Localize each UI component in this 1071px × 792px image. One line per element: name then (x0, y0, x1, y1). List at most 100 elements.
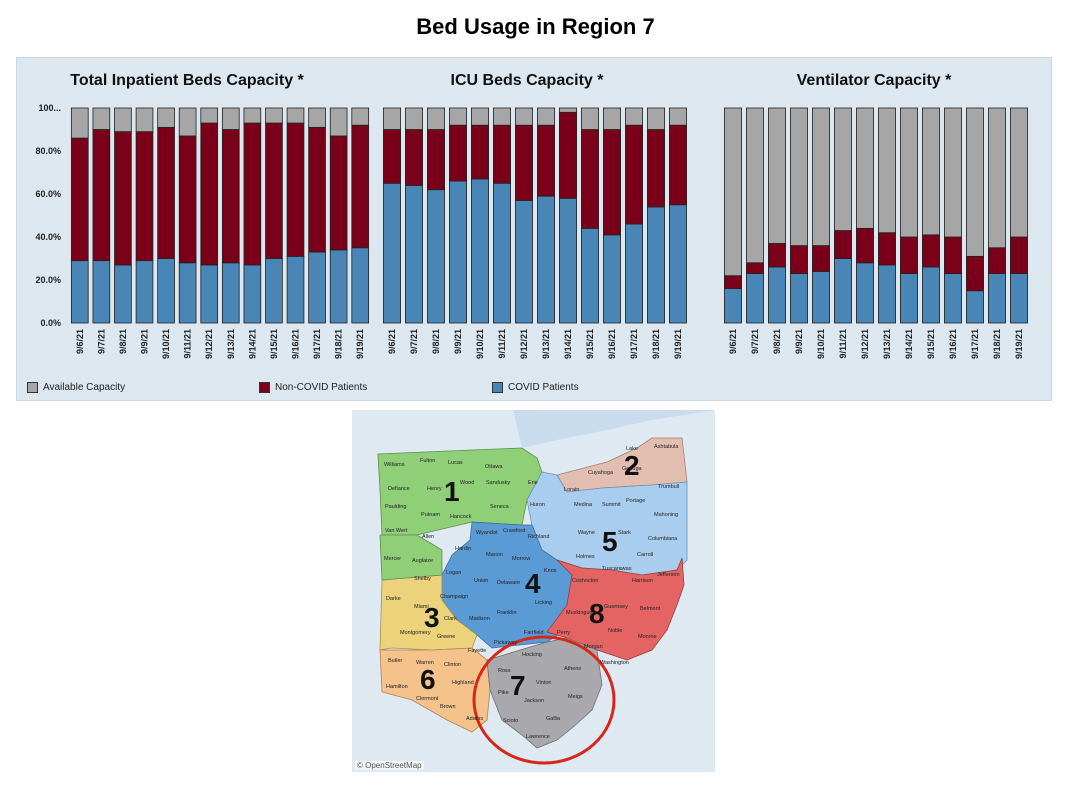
bar-segment (768, 107, 786, 244)
x-tick-label: 9/8/21 (772, 329, 782, 354)
bar-segment (200, 122, 219, 266)
bar-segment (790, 245, 808, 274)
region-7-area (486, 637, 603, 749)
bar-segment (537, 124, 555, 197)
region-number: 2 (624, 450, 640, 481)
legend-label-available: Available Capacity (43, 381, 126, 393)
x-tick-label: 9/17/21 (629, 329, 639, 359)
x-tick-label: 9/19/21 (355, 329, 365, 359)
x-tick-label: 9/18/21 (651, 329, 661, 359)
county-label: Coshocton (572, 578, 599, 584)
legend-non-covid: Non-COVID Patients (259, 380, 367, 394)
bar-segment (647, 107, 665, 130)
bar-segment (243, 107, 262, 124)
bar-segment (559, 111, 577, 199)
bar-segment (900, 273, 918, 324)
x-tick-label: 9/17/21 (312, 329, 322, 359)
bar-segment (351, 124, 370, 249)
county-label: Shelby (414, 576, 431, 582)
bar-segment (178, 262, 197, 324)
bar-segment (70, 107, 89, 139)
county-label: Summit (602, 502, 621, 508)
x-tick-label: 9/19/21 (1014, 329, 1024, 359)
bar-segment (383, 107, 401, 130)
bar-segment (515, 107, 533, 126)
bar-segment (157, 107, 175, 128)
bar-segment (135, 107, 154, 133)
bar-segment (724, 275, 742, 289)
county-label: Auglaize (412, 558, 434, 564)
legend-swatch-non-covid (259, 381, 270, 393)
x-tick-label: 9/10/21 (475, 329, 485, 359)
page-title: Bed Usage in Region 7 (416, 14, 655, 39)
bar-segment (581, 129, 599, 229)
county-label: Ashtabula (654, 444, 679, 450)
x-tick-label: 9/19/21 (673, 329, 683, 359)
bar-segment (988, 247, 1006, 274)
y-tick-label: 100... (38, 103, 61, 113)
county-label: Defiance (388, 486, 410, 492)
x-tick-label: 9/9/21 (453, 329, 463, 354)
county-label: Ottawa (485, 464, 503, 470)
county-label: Paulding (385, 504, 407, 510)
x-tick-label: 9/13/21 (882, 329, 892, 359)
bar-segment (92, 129, 111, 262)
bar-segment (329, 135, 348, 251)
bar-segment (559, 107, 577, 113)
county-label: Darke (386, 596, 401, 602)
region-8-area (546, 557, 685, 661)
bar-segment (878, 107, 896, 234)
county-label: Knox (544, 568, 557, 574)
x-tick-label: 9/11/21 (497, 329, 507, 359)
bar-segment (669, 107, 687, 126)
county-label: Seneca (490, 504, 509, 510)
x-tick-label: 9/8/21 (431, 329, 441, 354)
x-tick-label: 9/10/21 (161, 329, 171, 359)
bar-segment (856, 107, 874, 229)
bar-segment (537, 107, 555, 126)
county-label: Geauga (622, 466, 642, 472)
chart-title: Total Inpatient Beds Capacity * (70, 72, 304, 89)
county-label: Huron (530, 502, 545, 508)
county-label: Union (474, 578, 489, 584)
bar-segment (724, 107, 742, 277)
county-label: Washington (600, 660, 629, 666)
bar-segment (537, 195, 555, 324)
bar-segment (286, 122, 305, 257)
x-tick-label: 9/14/21 (904, 329, 914, 359)
x-tick-label: 9/16/21 (607, 329, 617, 359)
x-tick-label: 9/13/21 (541, 329, 551, 359)
x-tick-label: 9/18/21 (334, 329, 344, 359)
county-label: Hocking (522, 652, 542, 658)
bar-segment (834, 258, 852, 324)
bar-segment (647, 129, 665, 208)
bar-segment (515, 200, 533, 324)
county-label: Champaign (440, 594, 469, 600)
bar-segment (944, 107, 962, 238)
x-tick-label: 9/12/21 (519, 329, 529, 359)
bar-segment (922, 107, 940, 236)
county-label: Tuscarawas (602, 566, 632, 572)
county-label: Belmont (640, 606, 661, 612)
region-3-area (379, 574, 478, 651)
county-label: Sandusky (486, 480, 511, 486)
region-number: 8 (589, 598, 605, 629)
county-label: Cuyahoga (588, 470, 614, 476)
bar-segment (581, 227, 599, 324)
chart-title: ICU Beds Capacity * (451, 72, 605, 89)
bar-segment (405, 129, 423, 186)
bar-segment (70, 137, 89, 262)
x-tick-label: 9/12/21 (204, 329, 214, 359)
x-tick-label: 9/18/21 (992, 329, 1002, 359)
x-tick-label: 9/8/21 (118, 329, 128, 354)
bar-segment (603, 234, 621, 324)
county-label: Harrison (632, 578, 653, 584)
county-label: Holmes (576, 554, 595, 560)
map-attribution: © OpenStreetMap (355, 761, 424, 770)
county-label: Hardin (455, 546, 472, 552)
bar-segment (449, 180, 467, 324)
x-tick-label: 9/9/21 (140, 329, 150, 354)
legend-covid: COVID Patients (492, 380, 579, 394)
chart-title: Ventilator Capacity * (797, 72, 952, 89)
x-tick-label: 9/16/21 (948, 329, 958, 359)
